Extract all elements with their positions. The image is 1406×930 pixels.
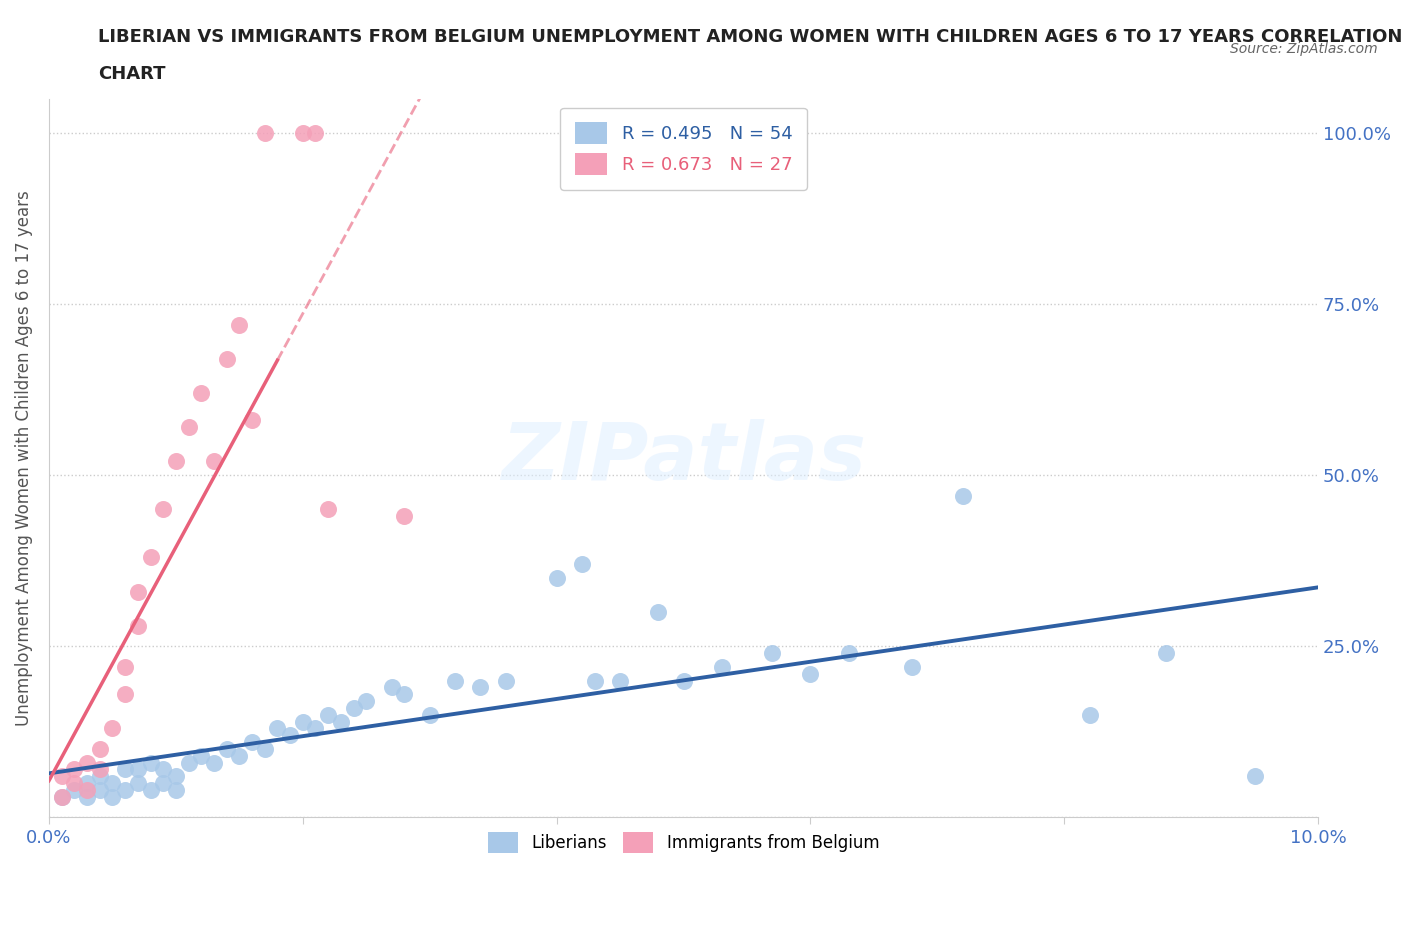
Point [278, 728, 301, 743]
Point [228, 749, 250, 764]
Point [444, 673, 467, 688]
Point [76, 776, 98, 790]
Point [114, 762, 136, 777]
Point [304, 126, 326, 140]
Point [190, 749, 212, 764]
Y-axis label: Unemployment Among Women with Children Ages 6 to 17 years: Unemployment Among Women with Children A… [15, 190, 32, 726]
Point [76, 782, 98, 797]
Point [495, 673, 517, 688]
Point [952, 488, 974, 503]
Point [139, 550, 162, 565]
Point [672, 673, 695, 688]
Point [316, 708, 339, 723]
Point [127, 584, 149, 599]
Point [1243, 769, 1265, 784]
Point [63, 782, 86, 797]
Point [51, 769, 73, 784]
Point [152, 762, 174, 777]
Point [647, 604, 669, 619]
Point [609, 673, 631, 688]
Point [546, 570, 568, 585]
Point [799, 666, 821, 681]
Point [76, 790, 98, 804]
Point [329, 714, 352, 729]
Point [139, 782, 162, 797]
Point [304, 721, 326, 736]
Point [101, 776, 124, 790]
Point [190, 386, 212, 401]
Point [152, 776, 174, 790]
Point [89, 769, 111, 784]
Point [51, 790, 73, 804]
Point [571, 557, 593, 572]
Point [51, 790, 73, 804]
Point [127, 618, 149, 633]
Text: ZIPatlas: ZIPatlas [501, 419, 866, 497]
Point [394, 686, 416, 701]
Point [419, 708, 441, 723]
Point [266, 721, 288, 736]
Point [761, 645, 783, 660]
Point [253, 126, 276, 140]
Point [165, 782, 187, 797]
Point [63, 776, 86, 790]
Point [101, 721, 124, 736]
Point [177, 755, 200, 770]
Point [710, 659, 733, 674]
Point [202, 454, 225, 469]
Point [127, 762, 149, 777]
Point [901, 659, 924, 674]
Point [215, 741, 238, 756]
Point [139, 755, 162, 770]
Point [342, 700, 364, 715]
Point [114, 686, 136, 701]
Point [291, 714, 314, 729]
Point [101, 790, 124, 804]
Point [114, 782, 136, 797]
Point [583, 673, 606, 688]
Point [165, 454, 187, 469]
Text: CHART: CHART [98, 65, 166, 83]
Point [381, 680, 404, 695]
Legend: Liberians, Immigrants from Belgium: Liberians, Immigrants from Belgium [481, 826, 886, 859]
Point [291, 126, 314, 140]
Point [89, 762, 111, 777]
Text: Source: ZipAtlas.com: Source: ZipAtlas.com [1230, 42, 1378, 56]
Point [470, 680, 492, 695]
Point [76, 755, 98, 770]
Point [63, 762, 86, 777]
Point [89, 741, 111, 756]
Point [127, 776, 149, 790]
Point [228, 317, 250, 332]
Text: LIBERIAN VS IMMIGRANTS FROM BELGIUM UNEMPLOYMENT AMONG WOMEN WITH CHILDREN AGES : LIBERIAN VS IMMIGRANTS FROM BELGIUM UNEM… [98, 28, 1403, 46]
Point [356, 694, 378, 709]
Point [215, 352, 238, 366]
Point [1078, 708, 1101, 723]
Point [177, 419, 200, 434]
Point [316, 502, 339, 517]
Point [394, 509, 416, 524]
Point [240, 735, 263, 750]
Point [1154, 645, 1177, 660]
Point [165, 769, 187, 784]
Point [253, 741, 276, 756]
Point [89, 782, 111, 797]
Point [152, 502, 174, 517]
Point [114, 659, 136, 674]
Point [202, 755, 225, 770]
Point [240, 413, 263, 428]
Point [838, 645, 860, 660]
